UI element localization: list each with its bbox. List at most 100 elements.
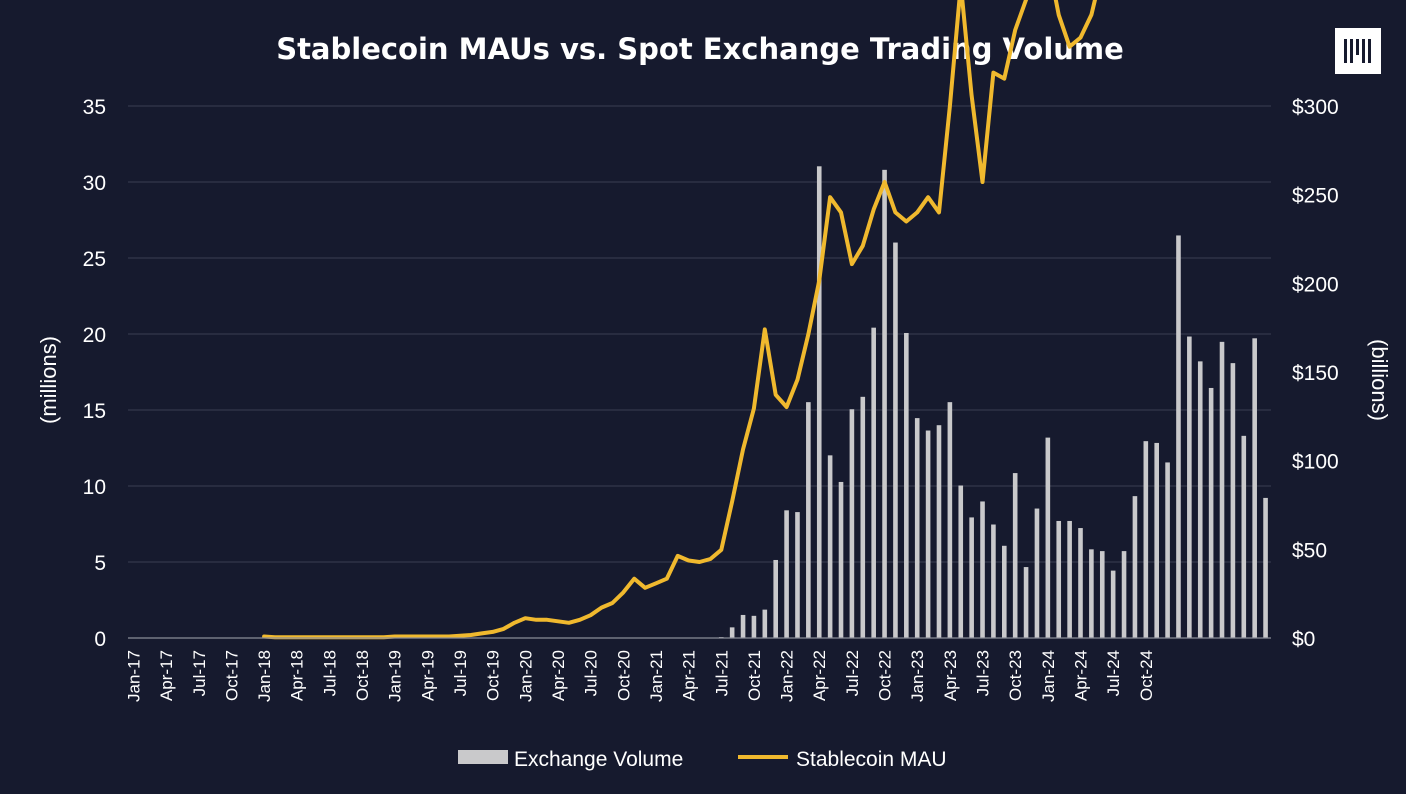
left-axis-label: (millions): [36, 336, 61, 424]
exchange-volume-bar: [958, 485, 964, 638]
exchange-volume-bar: [914, 418, 920, 638]
right-tick-label: $300: [1292, 96, 1339, 119]
exchange-volume-bar: [1241, 435, 1247, 638]
x-tick-label: Apr-20: [549, 650, 568, 701]
x-tick-label: Oct-18: [353, 650, 372, 701]
left-tick-label: 15: [83, 400, 106, 423]
exchange-volume-bar: [795, 512, 800, 638]
left-tick-label: 25: [83, 248, 106, 271]
x-tick-label: Jan-21: [647, 650, 666, 702]
right-tick-label: $0: [1292, 628, 1315, 651]
exchange-volume-bar: [860, 396, 866, 638]
exchange-volume-bar: [1067, 520, 1072, 638]
exchange-volume-bar: [729, 627, 735, 638]
pantera-logo-icon: [1335, 28, 1381, 74]
x-tick-label: Jul-24: [1104, 650, 1123, 696]
left-tick-label: 10: [83, 476, 106, 499]
x-tick-label: Apr-21: [680, 650, 699, 701]
left-axis-ticks: 0 5 10 15 20 25 30 35: [83, 96, 106, 651]
exchange-volume-bar: [1078, 528, 1083, 638]
gridlines: [128, 105, 1271, 563]
exchange-volume-bar: [1045, 437, 1051, 638]
exchange-volume-bar: [871, 327, 876, 638]
x-tick-label: Jan-18: [255, 650, 274, 702]
x-tick-label: Jul-23: [974, 650, 993, 696]
x-tick-label: Jul-21: [712, 650, 731, 696]
exchange-volume-bar: [816, 166, 822, 638]
exchange-volume-bar: [1143, 441, 1149, 638]
x-tick-label: Oct-17: [222, 650, 241, 701]
stablecoin-mau-line: [262, 0, 1097, 640]
exchange-volume-bar: [936, 425, 942, 638]
right-tick-label: $150: [1292, 362, 1339, 385]
right-tick-label: $200: [1292, 273, 1339, 296]
x-tick-label: Jul-17: [190, 650, 209, 696]
exchange-volume-bar: [849, 409, 855, 638]
x-tick-label: Apr-24: [1072, 650, 1091, 701]
x-tick-label: Oct-23: [1006, 650, 1025, 701]
x-axis-ticks: Jan-17 Apr-17 Jul-17 Oct-17 Jan-18 Apr-18 Jul-…: [124, 650, 1155, 702]
exchange-volume-bar: [1187, 336, 1192, 638]
legend-label-stablecoin-mau: Stablecoin MAU: [796, 748, 947, 771]
x-tick-label: Oct-22: [876, 650, 895, 701]
exchange-volume-bar: [991, 524, 996, 638]
legend-label-exchange-volume: Exchange Volume: [514, 748, 683, 771]
left-tick-label: 5: [94, 552, 106, 575]
exchange-volume-bar: [784, 510, 789, 638]
exchange-volume-bar: [1252, 338, 1257, 638]
x-tick-label: Jul-19: [451, 650, 470, 696]
exchange-volume-bar: [827, 455, 833, 638]
right-tick-label: $50: [1292, 539, 1327, 562]
right-axis-ticks: $0 $50 $100 $150 $200 $250 $300: [1292, 96, 1339, 651]
left-tick-label: 20: [83, 324, 106, 347]
x-tick-label: Jan-17: [124, 650, 143, 702]
x-tick-label: Oct-24: [1137, 650, 1156, 701]
exchange-volume-bar: [1012, 473, 1018, 638]
chart-title: Stablecoin MAUs vs. Spot Exchange Tradin…: [276, 32, 1124, 66]
exchange-volume-bar: [773, 559, 778, 638]
x-tick-label: Jan-24: [1039, 650, 1058, 702]
x-tick-label: Jan-20: [516, 650, 535, 702]
exchange-volume-bar: [969, 517, 974, 638]
x-tick-label: Apr-23: [941, 650, 960, 701]
exchange-volume-bar: [1002, 545, 1007, 638]
left-tick-label: 0: [94, 628, 106, 651]
exchange-volume-bar: [1219, 341, 1225, 638]
exchange-volume-bar: [1034, 508, 1040, 638]
exchange-volume-bar: [1165, 462, 1170, 638]
exchange-volume-bar: [806, 402, 811, 638]
exchange-volume-bar: [1208, 387, 1214, 638]
exchange-volume-bar: [838, 481, 844, 638]
x-tick-label: Apr-18: [288, 650, 307, 701]
left-tick-label: 30: [83, 172, 106, 195]
right-axis-label: (billions): [1367, 339, 1392, 421]
exchange-volume-bar: [1099, 551, 1105, 638]
x-tick-label: Apr-22: [810, 650, 829, 701]
legend: Exchange Volume Stablecoin MAU: [458, 748, 947, 771]
exchange-volume-bar: [1023, 567, 1029, 638]
x-tick-label: Jul-20: [582, 650, 601, 696]
exchange-volume-bar: [882, 169, 887, 638]
x-tick-label: Apr-19: [418, 650, 437, 701]
exchange-volume-bar: [1089, 549, 1094, 638]
exchange-volume-bar: [1121, 551, 1127, 638]
legend-swatch-exchange-volume: [458, 750, 508, 764]
exchange-volume-bar: [980, 501, 985, 638]
exchange-volume-bar: [1132, 496, 1138, 638]
exchange-volume-bar: [1197, 361, 1203, 638]
x-tick-label: Jan-23: [908, 650, 927, 702]
exchange-volume-bar: [904, 332, 909, 638]
x-tick-label: Apr-17: [157, 650, 176, 701]
exchange-volume-bar: [1110, 570, 1116, 638]
exchange-volume-bar: [1230, 363, 1236, 638]
x-tick-label: Jan-19: [386, 650, 405, 702]
exchange-volume-bar: [1056, 520, 1062, 638]
exchange-volume-bar: [1263, 497, 1268, 638]
x-tick-label: Jul-18: [320, 650, 339, 696]
exchange-volume-bar: [740, 614, 746, 638]
exchange-volume-bar: [1154, 442, 1159, 638]
right-tick-label: $100: [1292, 451, 1339, 474]
x-tick-label: Jul-22: [843, 650, 862, 696]
